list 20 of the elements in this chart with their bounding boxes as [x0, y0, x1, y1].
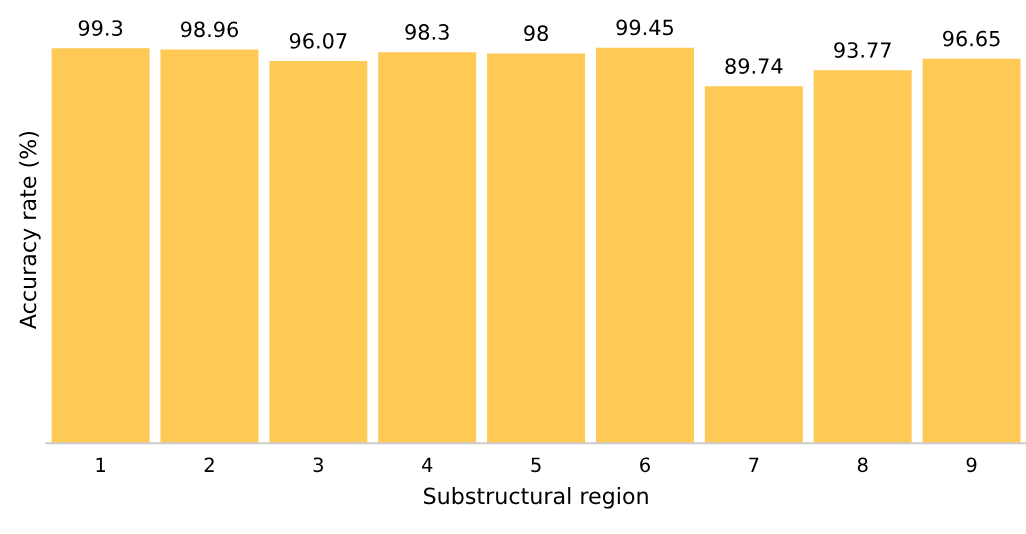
x-tick-label: 7	[749, 457, 759, 472]
x-tick-label: 2	[204, 457, 214, 472]
data-label: 99.45	[616, 19, 673, 36]
x-axis-title: Substructural region	[424, 487, 648, 509]
data-label: 99.3	[78, 20, 123, 36]
data-label: 89.74	[725, 58, 783, 74]
data-label: 96.65	[943, 30, 1000, 47]
data-label: 98.3	[405, 24, 449, 40]
y-axis-title: Accuracy rate (%)	[19, 131, 41, 330]
data-label: 98	[524, 25, 548, 42]
x-tick-label: 9	[966, 457, 977, 473]
x-tick-label: 6	[640, 457, 650, 473]
x-tick-label: 1	[96, 457, 105, 472]
data-label: 93.77	[834, 42, 891, 58]
data-label: 98.96	[180, 21, 238, 38]
data-label: 96.07	[289, 32, 347, 49]
x-tick-label: 3	[313, 457, 323, 473]
x-tick-label: 8	[857, 457, 868, 473]
x-tick-label: 4	[421, 457, 433, 472]
x-tick-label: 5	[531, 457, 541, 473]
